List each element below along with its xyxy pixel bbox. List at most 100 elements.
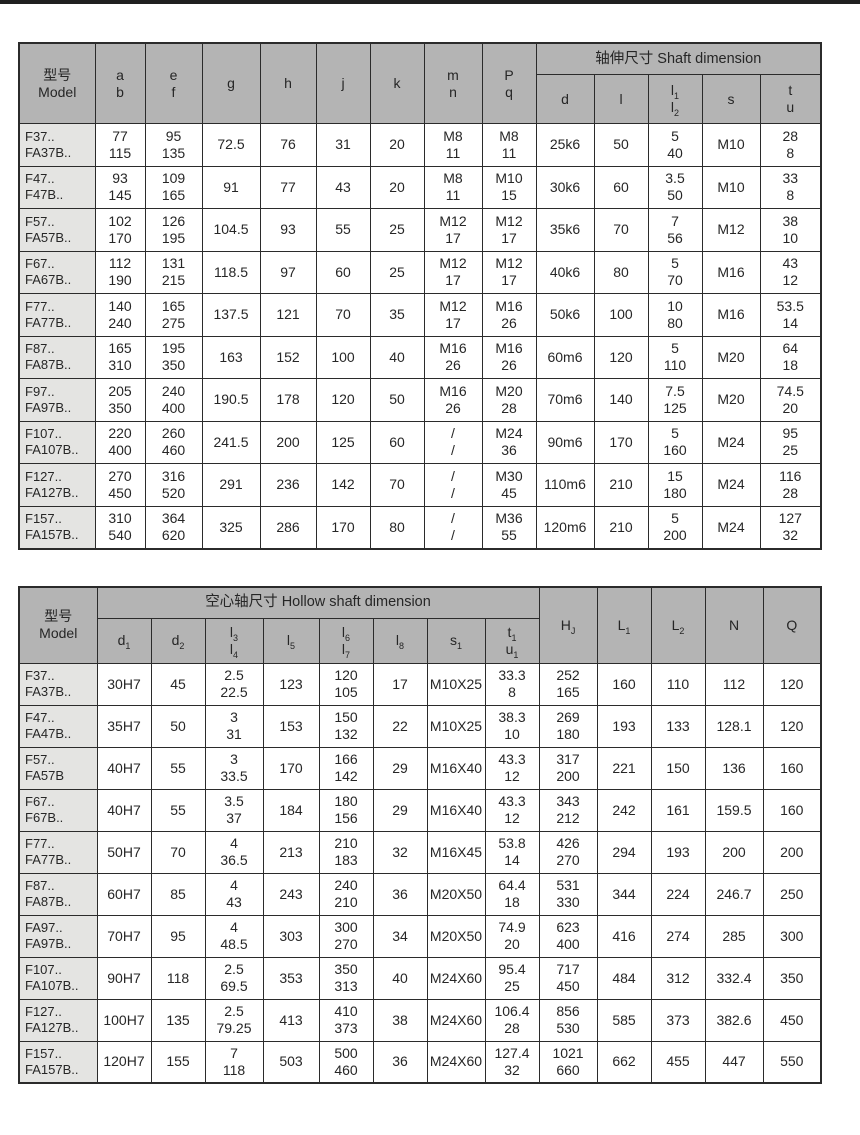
value-cell: M24X60 (426, 956, 486, 1000)
value-cell: M10 (701, 123, 761, 167)
value-cell: 33 8 (759, 165, 822, 209)
value-cell: 303 (262, 914, 320, 958)
value-cell: 10 80 (647, 293, 703, 337)
value-cell: 2.5 69.5 (204, 956, 264, 1000)
value-cell: 127 32 (759, 505, 822, 549)
value-cell: M12 17 (481, 208, 537, 252)
value-cell: 25 (369, 250, 425, 294)
value-cell: 160 (596, 662, 652, 706)
value-cell: 90m6 (535, 420, 595, 464)
model-cell: F107.. FA107B.. (18, 420, 96, 464)
value-cell: 193 (650, 830, 706, 874)
value-cell: 317 200 (538, 746, 598, 790)
col-k-header: k (369, 42, 425, 124)
value-cell: 210 183 (318, 830, 374, 874)
col-L1-header: L1 (596, 586, 652, 664)
value-cell: 40 (372, 956, 428, 1000)
value-cell: M20 28 (481, 378, 537, 422)
value-cell: 95 (150, 914, 206, 958)
value-cell: 120 (593, 335, 649, 379)
value-cell: M10 (701, 165, 761, 209)
value-cell: 240 210 (318, 872, 374, 916)
model-cell: F157.. FA157B.. (18, 1040, 98, 1084)
col-Q-header: Q (762, 586, 822, 664)
value-cell: 28 8 (759, 123, 822, 167)
table-body: F37.. FA37B.. 30H7 45 2.5 22.5 123 120 105 17 M10X… (18, 662, 822, 1084)
value-cell: M20X50 (426, 914, 486, 958)
value-cell: 116 28 (759, 463, 822, 507)
col-l8-header: l8 (372, 617, 428, 664)
value-cell: M8 11 (481, 123, 537, 167)
value-cell: M20 (701, 335, 761, 379)
value-cell: 364 620 (144, 505, 203, 549)
value-cell: 85 (150, 872, 206, 916)
value-cell: 55 (315, 208, 371, 252)
table-row: F57.. FA57B.. 102 170 126 195 104.5 93 55 25 M12 17… (18, 208, 822, 252)
value-cell: 102 170 (94, 208, 146, 252)
value-cell: 20 (369, 123, 425, 167)
value-cell: 312 (650, 956, 706, 1000)
value-cell: 70m6 (535, 378, 595, 422)
value-cell: 112 190 (94, 250, 146, 294)
col-l5-header: l5 (262, 617, 320, 664)
table-row: F37.. FA37B.. 30H7 45 2.5 22.5 123 120 105 17 M10X… (18, 662, 822, 706)
value-cell: 30k6 (535, 165, 595, 209)
value-cell: 300 270 (318, 914, 374, 958)
value-cell: 178 (259, 378, 317, 422)
value-cell: 221 (596, 746, 652, 790)
value-cell: 95 135 (144, 123, 203, 167)
value-cell: 243 (262, 872, 320, 916)
value-cell: 77 115 (94, 123, 146, 167)
value-cell: 25k6 (535, 123, 595, 167)
value-cell: 70 (315, 293, 371, 337)
value-cell: 5 70 (647, 250, 703, 294)
value-cell: 40 (369, 335, 425, 379)
value-cell: 193 (596, 704, 652, 748)
table-body: F37.. FA37B.. 77 115 95 135 72.5 76 31 20 M8 11 M8 11… (18, 123, 822, 549)
value-cell: 4 36.5 (204, 830, 264, 874)
col-h-header: h (259, 42, 317, 124)
value-cell: 70 (369, 463, 425, 507)
value-cell: 4 48.5 (204, 914, 264, 958)
value-cell: 240 400 (144, 378, 203, 422)
value-cell: 137.5 (201, 293, 261, 337)
value-cell: 36 (372, 1040, 428, 1084)
model-cell: F57.. FA57B (18, 746, 98, 790)
model-cell: F127.. FA127B.. (18, 998, 98, 1042)
table-row: F87.. FA87B.. 60H7 85 4 43 243 240 210 36 M20X50 64… (18, 872, 822, 916)
value-cell: 585 (596, 998, 652, 1042)
col-d2-header: d2 (150, 617, 206, 664)
value-cell: 213 (262, 830, 320, 874)
value-cell: 40H7 (96, 788, 152, 832)
value-cell: 165 310 (94, 335, 146, 379)
value-cell: 50 (150, 704, 206, 748)
table-row: F47.. FA47B.. 35H7 50 3 31 153 150 132 22 M10X25 38… (18, 704, 822, 748)
value-cell: M20X50 (426, 872, 486, 916)
value-cell: 195 350 (144, 335, 203, 379)
value-cell: 74.5 20 (759, 378, 822, 422)
value-cell: 200 (259, 420, 317, 464)
value-cell: 160 (762, 788, 822, 832)
value-cell: 29 (372, 746, 428, 790)
value-cell: 286 (259, 505, 317, 549)
value-cell: 53.5 14 (759, 293, 822, 337)
value-cell: 55 (150, 788, 206, 832)
value-cell: M12 (701, 208, 761, 252)
value-cell: 100 (315, 335, 371, 379)
value-cell: 50k6 (535, 293, 595, 337)
value-cell: 140 240 (94, 293, 146, 337)
value-cell: 224 (650, 872, 706, 916)
value-cell: 106.4 28 (484, 998, 540, 1042)
table-row: F67.. FA67B.. 112 190 131 215 118.5 97 60 25 M12 17… (18, 250, 822, 294)
value-cell: 5 160 (647, 420, 703, 464)
value-cell: 455 (650, 1040, 706, 1084)
value-cell: 64.4 18 (484, 872, 540, 916)
value-cell: 252 165 (538, 662, 598, 706)
value-cell: 17 (372, 662, 428, 706)
value-cell: 550 (762, 1040, 822, 1084)
value-cell: 300 (762, 914, 822, 958)
value-cell: 484 (596, 956, 652, 1000)
